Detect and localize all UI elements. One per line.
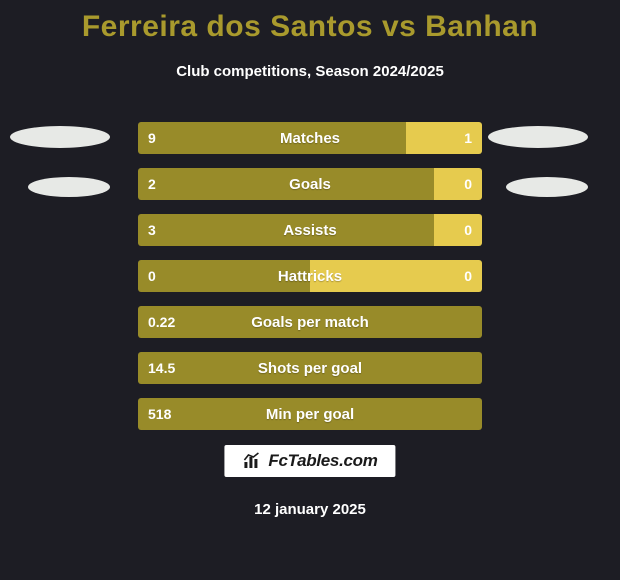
comparison-row: Hattricks00 (138, 260, 482, 292)
comparison-row: Shots per goal14.5 (138, 352, 482, 384)
segment-player1 (138, 398, 482, 430)
subtitle: Club competitions, Season 2024/2025 (0, 63, 620, 80)
segment-player1 (138, 214, 434, 246)
page-title: Ferreira dos Santos vs Banhan (0, 10, 620, 44)
comparison-row: Goals per match0.22 (138, 306, 482, 338)
team-logo-placeholder (28, 177, 110, 197)
comparison-rows: Matches91 Goals20 Assists30 Hattricks00 Goal… (138, 122, 482, 444)
comparison-row: Min per goal518 (138, 398, 482, 430)
team-logo-placeholder (506, 177, 588, 197)
segment-player1 (138, 352, 482, 384)
comparison-row: Assists30 (138, 214, 482, 246)
team-logo-placeholder (10, 126, 110, 148)
comparison-card: Ferreira dos Santos vs Banhan Club compe… (0, 0, 620, 580)
segment-player2 (434, 168, 482, 200)
comparison-row: Matches91 (138, 122, 482, 154)
segment-player1 (138, 306, 482, 338)
segment-player2 (406, 122, 482, 154)
segment-player2 (434, 214, 482, 246)
generated-date: 12 january 2025 (0, 501, 620, 518)
segment-player1 (138, 122, 406, 154)
segment-player1 (138, 260, 310, 292)
team-logo-placeholder (488, 126, 588, 148)
bar-chart-icon (242, 452, 262, 470)
branding-label: FcTables.com (268, 451, 377, 471)
comparison-row: Goals20 (138, 168, 482, 200)
segment-player1 (138, 168, 434, 200)
segment-player2 (310, 260, 482, 292)
branding-badge[interactable]: FcTables.com (224, 445, 395, 477)
